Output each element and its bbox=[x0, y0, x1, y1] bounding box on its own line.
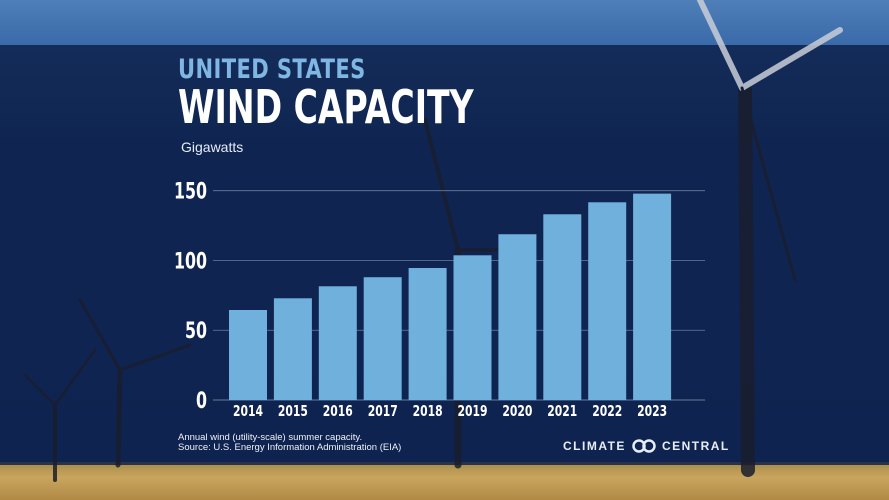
x-tick-label: 2017 bbox=[368, 403, 398, 420]
page-title: WIND CAPACITY bbox=[178, 80, 474, 134]
bar-2014 bbox=[229, 310, 267, 400]
bar-2018 bbox=[408, 268, 447, 400]
source-note: Annual wind (utility-scale) summer capac… bbox=[178, 433, 401, 453]
bar-2021 bbox=[543, 214, 582, 400]
x-tick-label: 2014 bbox=[233, 403, 263, 420]
y-tick-label: 100 bbox=[174, 248, 207, 274]
bar-2022 bbox=[588, 202, 627, 400]
infinity-rings-icon bbox=[632, 439, 656, 453]
x-tick-label: 2020 bbox=[502, 403, 532, 420]
logo-text-right: CENTRAL bbox=[661, 439, 730, 453]
bar-2019 bbox=[453, 255, 492, 400]
x-tick-label: 2016 bbox=[323, 403, 353, 420]
x-tick-label: 2022 bbox=[592, 403, 622, 420]
x-tick-label: 2018 bbox=[413, 403, 443, 420]
x-tick-label: 2015 bbox=[278, 403, 308, 420]
y-tick-label: 0 bbox=[196, 387, 207, 413]
logo-text-left: CLIMATE bbox=[563, 439, 626, 453]
y-tick-label: 150 bbox=[174, 178, 207, 204]
climate-central-logo: CLIMATE CENTRAL bbox=[563, 439, 730, 453]
unit-label: Gigawatts bbox=[181, 139, 244, 155]
note-line-2: Source: U.S. Energy Information Administ… bbox=[178, 442, 402, 453]
title-country: UNITED STATES bbox=[178, 54, 366, 85]
note-line-1: Annual wind (utility-scale) summer capac… bbox=[178, 432, 363, 443]
ground-background bbox=[0, 462, 889, 500]
x-tick-label: 2023 bbox=[637, 403, 667, 420]
x-tick-label: 2021 bbox=[547, 403, 577, 420]
bar-2020 bbox=[498, 234, 537, 400]
bar-2015 bbox=[273, 298, 312, 400]
bar-2023 bbox=[633, 193, 672, 400]
y-tick-label: 50 bbox=[185, 318, 207, 344]
bar-2017 bbox=[363, 277, 402, 400]
x-tick-label: 2019 bbox=[457, 403, 487, 420]
bar-2016 bbox=[318, 286, 357, 400]
